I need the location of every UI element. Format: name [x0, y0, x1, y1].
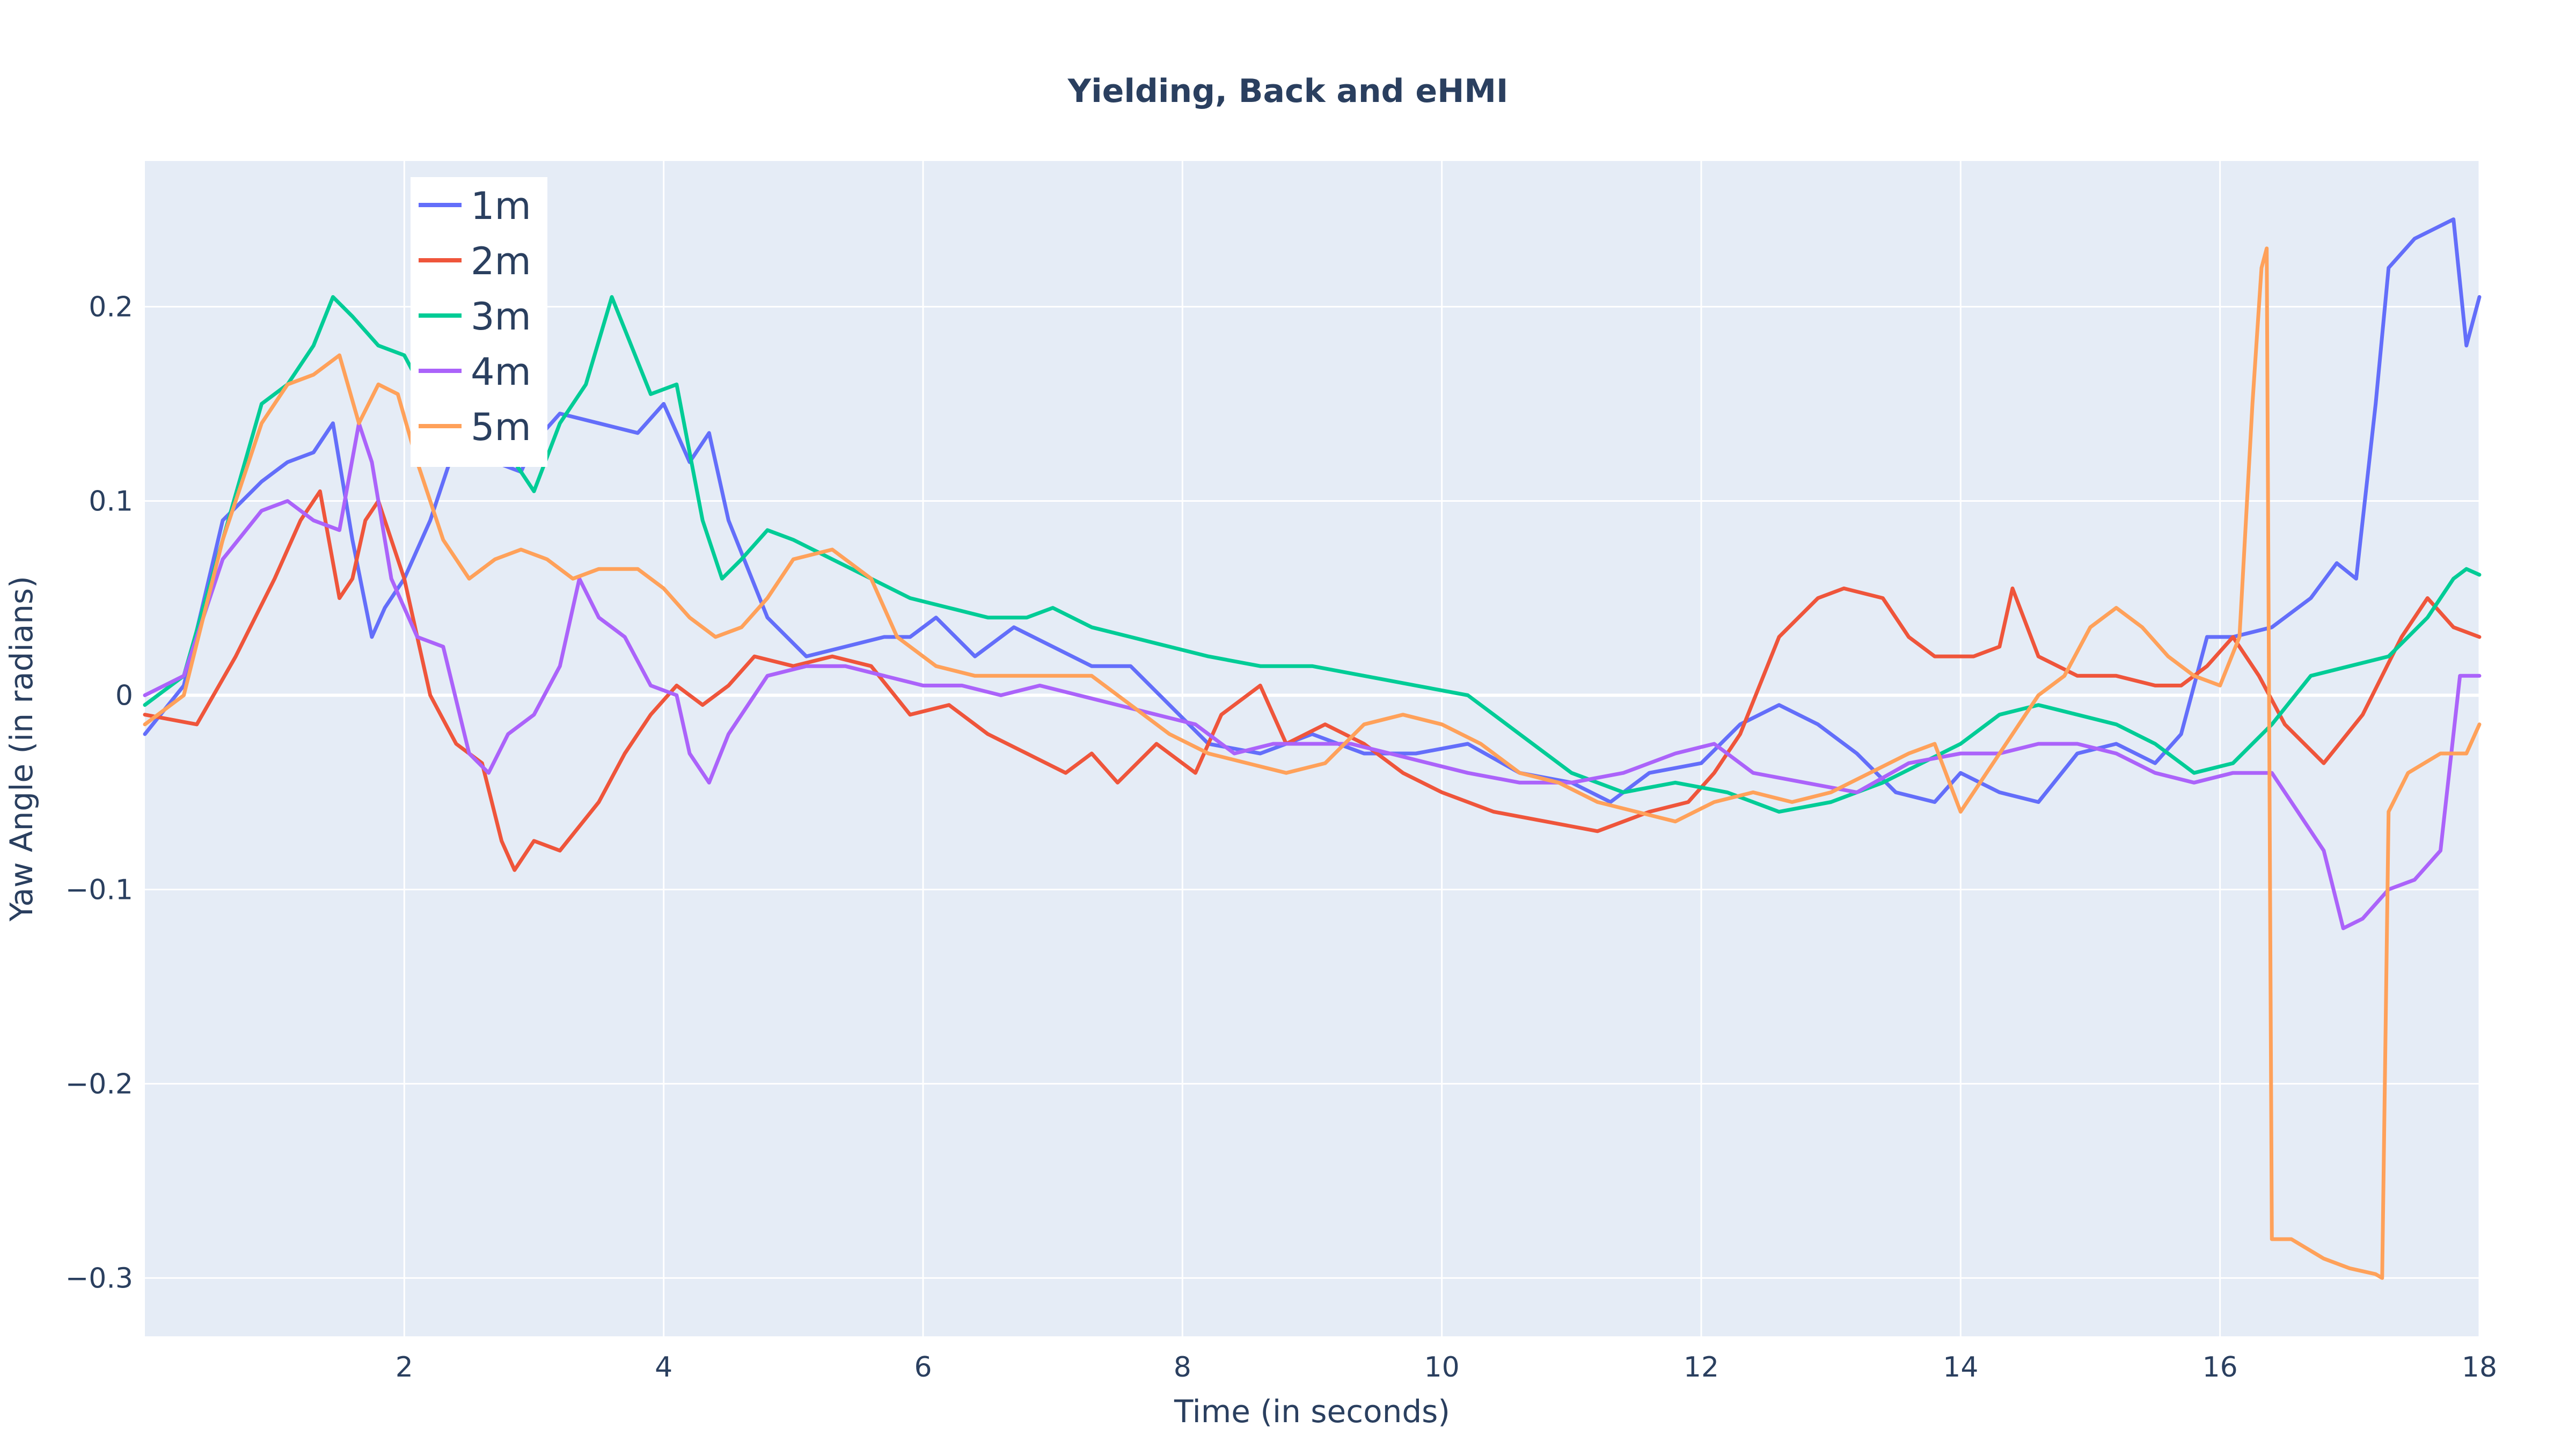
legend-label: 2m — [471, 239, 531, 283]
series-line-5m — [143, 246, 2482, 1280]
x-tick-label: 8 — [1174, 1351, 1191, 1384]
legend-box — [411, 177, 547, 467]
x-tick-label: 2 — [396, 1351, 413, 1384]
legend: 1m 2m 3m 4m 5m — [411, 177, 547, 467]
x-tick-label: 18 — [2462, 1351, 2497, 1384]
chart-title: Yielding, Back and eHMI — [1067, 72, 1509, 110]
x-axis-title: Time (in seconds) — [1174, 1393, 1450, 1430]
y-axis-title: Yaw Angle (in radians) — [3, 576, 40, 922]
legend-label: 4m — [471, 350, 531, 394]
series-line-4m — [143, 421, 2482, 931]
x-axis-ticks: 2 4 6 8 10 12 14 16 18 — [396, 1351, 2497, 1384]
y-tick-label: −0.3 — [65, 1262, 133, 1294]
y-tick-label: 0.1 — [89, 485, 133, 517]
legend-label: 5m — [471, 405, 531, 449]
series-line-2m — [143, 489, 2482, 872]
y-tick-label: 0.2 — [89, 291, 133, 323]
x-tick-label: 14 — [1943, 1351, 1978, 1384]
y-tick-label: −0.1 — [65, 874, 133, 906]
y-tick-label: 0 — [115, 679, 133, 712]
legend-label: 3m — [471, 295, 531, 339]
x-tick-label: 12 — [1684, 1351, 1719, 1384]
y-axis-ticks: −0.3 −0.2 −0.1 0 0.1 0.2 — [65, 291, 133, 1294]
x-tick-label: 16 — [2202, 1351, 2238, 1384]
x-tick-label: 4 — [655, 1351, 672, 1384]
x-tick-label: 10 — [1424, 1351, 1460, 1384]
y-tick-label: −0.2 — [65, 1068, 133, 1100]
x-tick-label: 6 — [914, 1351, 932, 1384]
legend-label: 1m — [471, 184, 531, 228]
